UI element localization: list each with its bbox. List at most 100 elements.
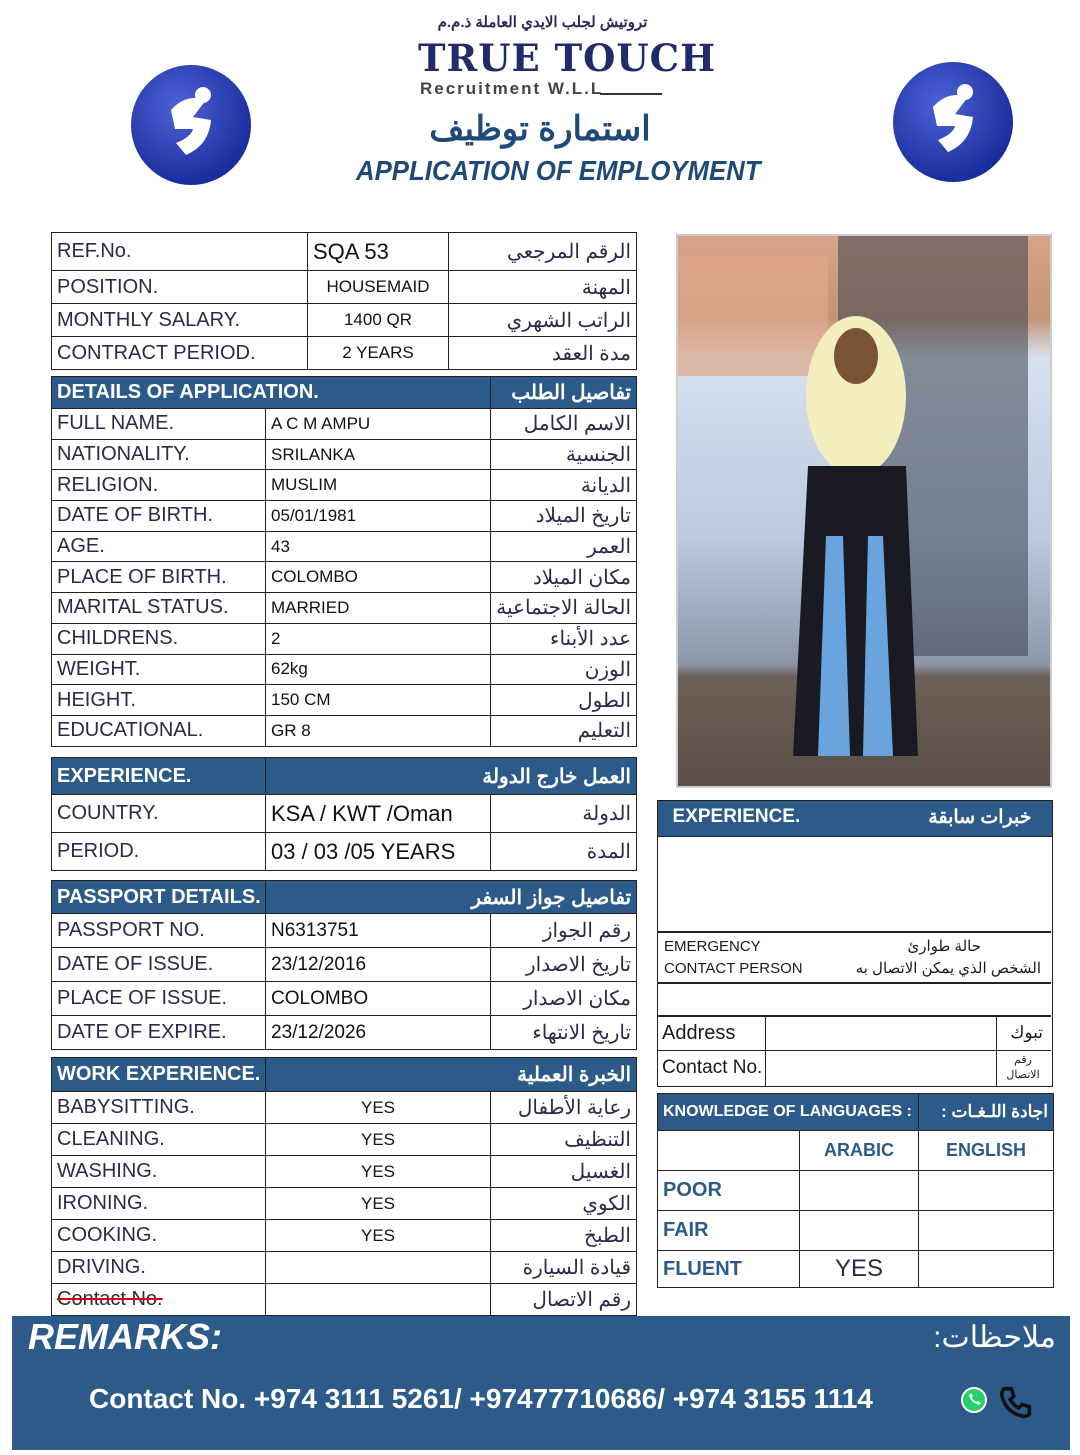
field-label: WEIGHT. <box>51 653 266 686</box>
work-row: DRIVING. قيادة السيارة <box>51 1251 637 1284</box>
details-header-label: DETAILS OF APPLICATION. <box>50 376 492 409</box>
field-label: POSITION. <box>51 270 308 304</box>
arabic-value[interactable] <box>798 1170 920 1211</box>
company-name-arabic: تروتيش لجلب الايدي العاملة ذ.م.م <box>437 14 648 31</box>
details-header: DETAILS OF APPLICATION. تفاصيل الطلب <box>50 376 638 409</box>
field-label-arabic: العمر <box>490 530 638 563</box>
experience-table: EXPERIENCE. العمل خارج الدولة COUNTRY. KSA … <box>51 757 637 871</box>
details-row: WEIGHT. 62kg الوزن <box>51 653 638 686</box>
field-label-arabic: الديانة <box>490 469 638 502</box>
page-title: APPLICATION OF EMPLOYMENT <box>356 155 761 186</box>
field-label-arabic: رقم الاتصال <box>490 1283 637 1316</box>
field-value[interactable] <box>265 1283 491 1316</box>
field-value[interactable]: A C M AMPU <box>264 408 492 440</box>
language-column-english: ENGLISH <box>918 1130 1055 1171</box>
field-value[interactable]: 62kg <box>264 653 492 686</box>
passport-table: PASSPORT DETAILS. تفاصيل جواز السفر PASSPO… <box>51 880 638 1050</box>
field-value[interactable] <box>265 1251 491 1284</box>
field-value[interactable]: 23/12/2016 <box>265 947 491 982</box>
languages-header-arabic: اجادة اللـغـات : <box>918 1093 1055 1131</box>
field-value[interactable]: 43 <box>264 530 492 563</box>
field-label: HEIGHT. <box>51 684 266 716</box>
field-value[interactable]: YES <box>265 1155 491 1188</box>
field-label-arabic: الطبخ <box>490 1219 637 1252</box>
contact-row: Contact No. رقم الاتصال <box>658 1051 1051 1086</box>
contact-label-arabic: رقم الاتصال <box>1006 1054 1040 1081</box>
field-value[interactable]: 23/12/2026 <box>265 1015 491 1050</box>
field-label: RELIGION. <box>51 469 266 502</box>
field-value[interactable]: 2 YEARS <box>307 336 449 370</box>
field-value[interactable]: COLOMBO <box>265 981 491 1016</box>
languages-columns: ARABIC ENGLISH <box>657 1130 1055 1171</box>
work-header: WORK EXPERIENCE. الخبرة العملية <box>51 1057 637 1092</box>
emergency-label: EMERGENCY <box>664 938 761 955</box>
company-subtitle: Recruitment W.L.L <box>420 79 604 98</box>
field-value[interactable]: YES <box>265 1187 491 1220</box>
field-value[interactable]: MUSLIM <box>264 469 492 502</box>
top-table: REF.No. SQA 53 الرقم المرجعي POSITION. HOUSE… <box>51 232 637 370</box>
work-header-label: WORK EXPERIENCE. <box>51 1057 266 1092</box>
remarks-band: REMARKS: ملاحظات: Contact No. +974 3111 … <box>12 1316 1070 1450</box>
field-value[interactable]: 150 CM <box>264 684 492 716</box>
field-label-arabic: الوزن <box>490 653 638 686</box>
field-label-arabic: رقم الجواز <box>489 913 638 948</box>
field-value[interactable]: 2 <box>264 622 492 655</box>
field-label: NATIONALITY. <box>51 438 266 471</box>
field-value[interactable]: COLOMBO <box>264 561 492 594</box>
field-label: IRONING. <box>51 1187 266 1220</box>
contact-value[interactable] <box>765 1051 997 1086</box>
field-value[interactable]: GR 8 <box>264 714 492 747</box>
field-value[interactable]: N6313751 <box>265 913 491 948</box>
field-label-arabic: مكان الميلاد <box>490 561 638 594</box>
field-label-arabic: المدة <box>490 832 637 871</box>
field-value[interactable]: KSA / KWT /Oman <box>265 794 491 833</box>
field-value[interactable]: YES <box>265 1091 491 1124</box>
english-value[interactable] <box>918 1250 1055 1288</box>
arabic-value[interactable]: YES <box>798 1250 920 1288</box>
field-value[interactable]: YES <box>265 1219 491 1252</box>
phone-icon[interactable] <box>997 1384 1033 1420</box>
field-label-arabic: الطول <box>490 684 638 716</box>
field-value[interactable]: 03 / 03 /05 YEARS <box>265 832 491 871</box>
arabic-value[interactable] <box>798 1210 920 1251</box>
work-row: Contact No. رقم الاتصال <box>51 1283 637 1316</box>
field-label: DATE OF EXPIRE. <box>51 1015 266 1050</box>
whatsapp-icon[interactable] <box>959 1386 989 1416</box>
field-value[interactable]: 05/01/1981 <box>264 500 492 532</box>
address-label: Address <box>662 1022 736 1044</box>
field-value[interactable]: MARRIED <box>264 592 492 624</box>
language-level: POOR <box>657 1170 800 1211</box>
field-label-arabic: المهنة <box>448 270 637 304</box>
english-value[interactable] <box>918 1170 1055 1211</box>
field-label-arabic: الجنسية <box>490 438 638 471</box>
field-value[interactable]: 1400 QR <box>307 303 449 337</box>
field-value[interactable]: HOUSEMAID <box>307 270 449 304</box>
top-row: CONTRACT PERIOD. 2 YEARS مدة العقد <box>51 336 637 370</box>
field-label-arabic: تاريخ الاصدار <box>489 947 638 982</box>
field-label-arabic: الحالة الاجتماعية <box>490 592 638 624</box>
side-experience-box: EXPERIENCE. خبرات سابقة EMERGENCY CONTAC… <box>656 799 1053 1087</box>
details-table: DETAILS OF APPLICATION. تفاصيل الطلب FULL … <box>50 376 638 747</box>
field-label: EDUCATIONAL. <box>51 714 266 747</box>
experience-header: EXPERIENCE. العمل خارج الدولة <box>51 757 637 795</box>
field-value[interactable]: SQA 53 <box>307 232 449 271</box>
field-value[interactable]: SRILANKA <box>264 438 492 471</box>
field-label: DRIVING. <box>51 1251 266 1284</box>
page-title-arabic: استمارة توظيف <box>429 110 651 148</box>
remarks-label-arabic: ملاحظات: <box>933 1321 1056 1354</box>
field-label: BABYSITTING. <box>51 1091 266 1124</box>
experience-header-arabic: العمل خارج الدولة <box>265 757 637 795</box>
emergency-contact-row: EMERGENCY CONTACT PERSON حالة طوارئ الشخ… <box>658 931 1051 984</box>
empty-cell <box>657 1130 800 1171</box>
field-label-arabic: الراتب الشهري <box>448 303 637 337</box>
passport-header-label: PASSPORT DETAILS. <box>51 880 266 914</box>
address-value[interactable] <box>765 1017 997 1050</box>
work-row: CLEANING. YES التنظيف <box>51 1123 637 1156</box>
field-label-arabic: الرقم المرجعي <box>448 232 637 271</box>
field-value[interactable]: YES <box>265 1123 491 1156</box>
emergency-contact-value[interactable] <box>658 984 1051 1017</box>
field-label: REF.No. <box>51 232 308 271</box>
field-label: COUNTRY. <box>51 794 266 833</box>
english-value[interactable] <box>918 1210 1055 1251</box>
company-name: TRUE TOUCH <box>418 36 717 80</box>
